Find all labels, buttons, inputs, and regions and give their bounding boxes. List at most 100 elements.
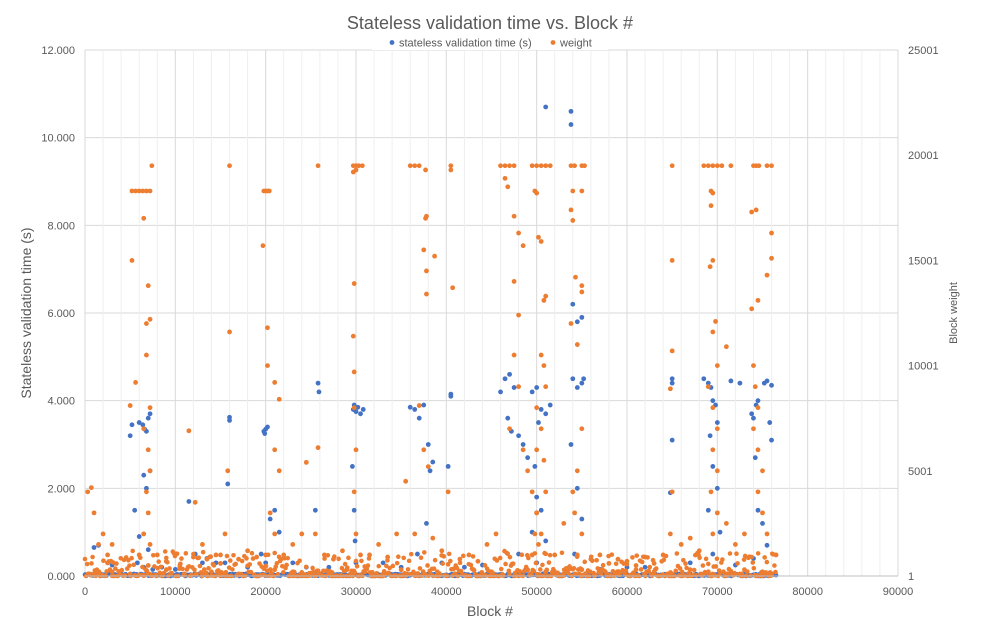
data-point-weight bbox=[461, 553, 466, 559]
data-point-weight bbox=[274, 560, 280, 566]
data-point-weight bbox=[507, 554, 513, 560]
data-point-weight bbox=[552, 552, 558, 558]
data-point-weight bbox=[331, 556, 336, 562]
data-point-validation-time bbox=[579, 314, 585, 320]
y-tick-label: 10.000 bbox=[41, 133, 75, 145]
data-point-weight bbox=[674, 551, 680, 556]
data-point-weight bbox=[356, 163, 362, 169]
data-point-weight bbox=[538, 352, 544, 358]
y-tick-label: 2.000 bbox=[47, 483, 75, 495]
data-point-weight bbox=[755, 489, 761, 495]
data-point-weight bbox=[424, 268, 429, 274]
data-point-validation-time bbox=[145, 547, 151, 553]
data-point-weight bbox=[519, 552, 525, 558]
data-point-weight bbox=[755, 447, 761, 453]
x-tick-label: 40000 bbox=[431, 586, 462, 598]
data-point-weight bbox=[651, 569, 657, 575]
data-point-weight bbox=[498, 163, 503, 169]
data-point-weight bbox=[541, 297, 547, 303]
data-point-validation-time bbox=[316, 389, 322, 395]
data-point-weight bbox=[525, 468, 531, 474]
data-point-weight bbox=[299, 531, 305, 537]
data-point-validation-time bbox=[538, 407, 544, 412]
data-point-weight bbox=[192, 499, 198, 505]
data-point-validation-time bbox=[538, 507, 544, 513]
data-point-weight bbox=[129, 555, 134, 561]
data-point-weight bbox=[198, 570, 204, 575]
y-tick-label: 12.000 bbox=[41, 45, 75, 57]
data-point-weight bbox=[351, 405, 357, 411]
data-point-weight bbox=[401, 555, 406, 561]
data-point-weight bbox=[141, 426, 147, 432]
data-point-weight bbox=[88, 485, 94, 491]
data-point-weight bbox=[773, 552, 779, 558]
data-point-weight bbox=[543, 551, 548, 557]
data-point-weight bbox=[751, 363, 756, 368]
data-point-weight bbox=[579, 188, 585, 194]
data-point-weight bbox=[493, 531, 499, 537]
data-point-weight bbox=[448, 163, 454, 169]
data-point-weight bbox=[735, 561, 740, 566]
data-point-weight bbox=[225, 468, 231, 474]
data-point-weight bbox=[723, 521, 729, 526]
data-point-weight bbox=[315, 445, 321, 451]
data-point-weight bbox=[594, 557, 599, 563]
data-point-weight bbox=[538, 426, 544, 432]
data-point-weight bbox=[136, 188, 142, 194]
data-point-weight bbox=[353, 558, 359, 564]
data-point-weight bbox=[201, 567, 207, 572]
data-point-weight bbox=[773, 569, 778, 575]
data-point-weight bbox=[147, 405, 153, 411]
legend-marker-validation-time bbox=[389, 40, 395, 45]
data-point-weight bbox=[534, 190, 540, 196]
data-point-weight bbox=[91, 510, 97, 516]
data-point-validation-time bbox=[186, 499, 192, 504]
data-point-weight bbox=[90, 554, 95, 560]
data-point-validation-time bbox=[424, 521, 429, 526]
data-point-validation-time bbox=[581, 376, 587, 382]
data-point-weight bbox=[385, 558, 390, 563]
data-point-weight bbox=[713, 564, 719, 569]
data-point-weight bbox=[412, 163, 418, 169]
data-point-weight bbox=[703, 556, 709, 562]
data-point-weight bbox=[147, 188, 153, 194]
data-point-weight bbox=[588, 556, 594, 562]
data-point-validation-time bbox=[445, 464, 451, 469]
data-point-weight bbox=[582, 559, 588, 565]
data-point-weight bbox=[208, 554, 214, 559]
data-point-weight bbox=[546, 560, 552, 565]
data-point-weight bbox=[642, 554, 648, 560]
data-point-validation-time bbox=[574, 319, 580, 325]
data-point-weight bbox=[290, 542, 296, 547]
data-point-weight bbox=[687, 567, 693, 573]
data-point-weight bbox=[405, 567, 411, 572]
data-point-weight bbox=[534, 510, 540, 516]
data-point-weight bbox=[297, 558, 302, 564]
data-point-weight bbox=[144, 188, 149, 194]
data-point-weight bbox=[265, 325, 270, 331]
data-point-weight bbox=[700, 563, 706, 568]
data-point-weight bbox=[179, 556, 184, 561]
data-point-validation-time bbox=[707, 433, 713, 439]
data-point-weight bbox=[136, 552, 142, 558]
data-point-weight bbox=[520, 447, 526, 453]
data-point-weight bbox=[147, 542, 153, 547]
data-point-weight bbox=[188, 572, 194, 578]
data-point-weight bbox=[503, 561, 508, 567]
x-tick-label: 80000 bbox=[792, 586, 823, 598]
data-point-weight bbox=[468, 562, 474, 568]
data-point-weight bbox=[406, 558, 412, 564]
data-point-validation-time bbox=[568, 442, 574, 447]
data-point-weight bbox=[144, 489, 149, 495]
data-point-validation-time bbox=[276, 529, 282, 535]
gridlines bbox=[84, 49, 899, 577]
legend-background bbox=[372, 34, 608, 50]
data-point-weight bbox=[547, 552, 553, 558]
data-point-weight bbox=[764, 559, 770, 565]
data-point-weight bbox=[130, 548, 135, 554]
data-point-weight bbox=[733, 542, 738, 547]
data-point-weight bbox=[209, 569, 214, 575]
data-point-weight bbox=[714, 468, 720, 474]
data-point-weight bbox=[661, 557, 667, 563]
data-point-weight bbox=[218, 560, 223, 566]
